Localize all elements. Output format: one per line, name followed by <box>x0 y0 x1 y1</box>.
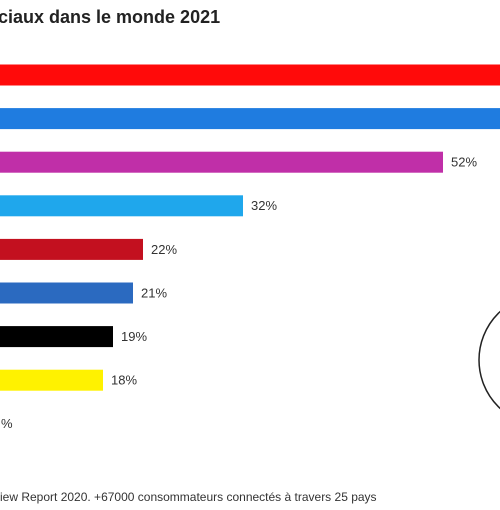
value-label: 32% <box>251 198 277 213</box>
value-label: 18% <box>111 373 137 388</box>
decor-circle <box>478 310 500 410</box>
value-label: 22% <box>151 242 177 257</box>
footnote: iew Report 2020. +67000 consommateurs co… <box>0 490 377 504</box>
bar <box>0 151 443 173</box>
value-label: 52% <box>451 155 477 170</box>
value-label: % <box>1 416 13 431</box>
value-label: 21% <box>141 285 167 300</box>
chart-title: ciaux dans le monde 2021 <box>0 7 220 27</box>
bar <box>0 369 103 391</box>
bar <box>0 108 500 130</box>
bar <box>0 326 113 348</box>
value-label: 19% <box>121 329 147 344</box>
bar <box>0 64 500 86</box>
bar <box>0 282 133 304</box>
bar <box>0 238 143 260</box>
bar <box>0 195 243 217</box>
